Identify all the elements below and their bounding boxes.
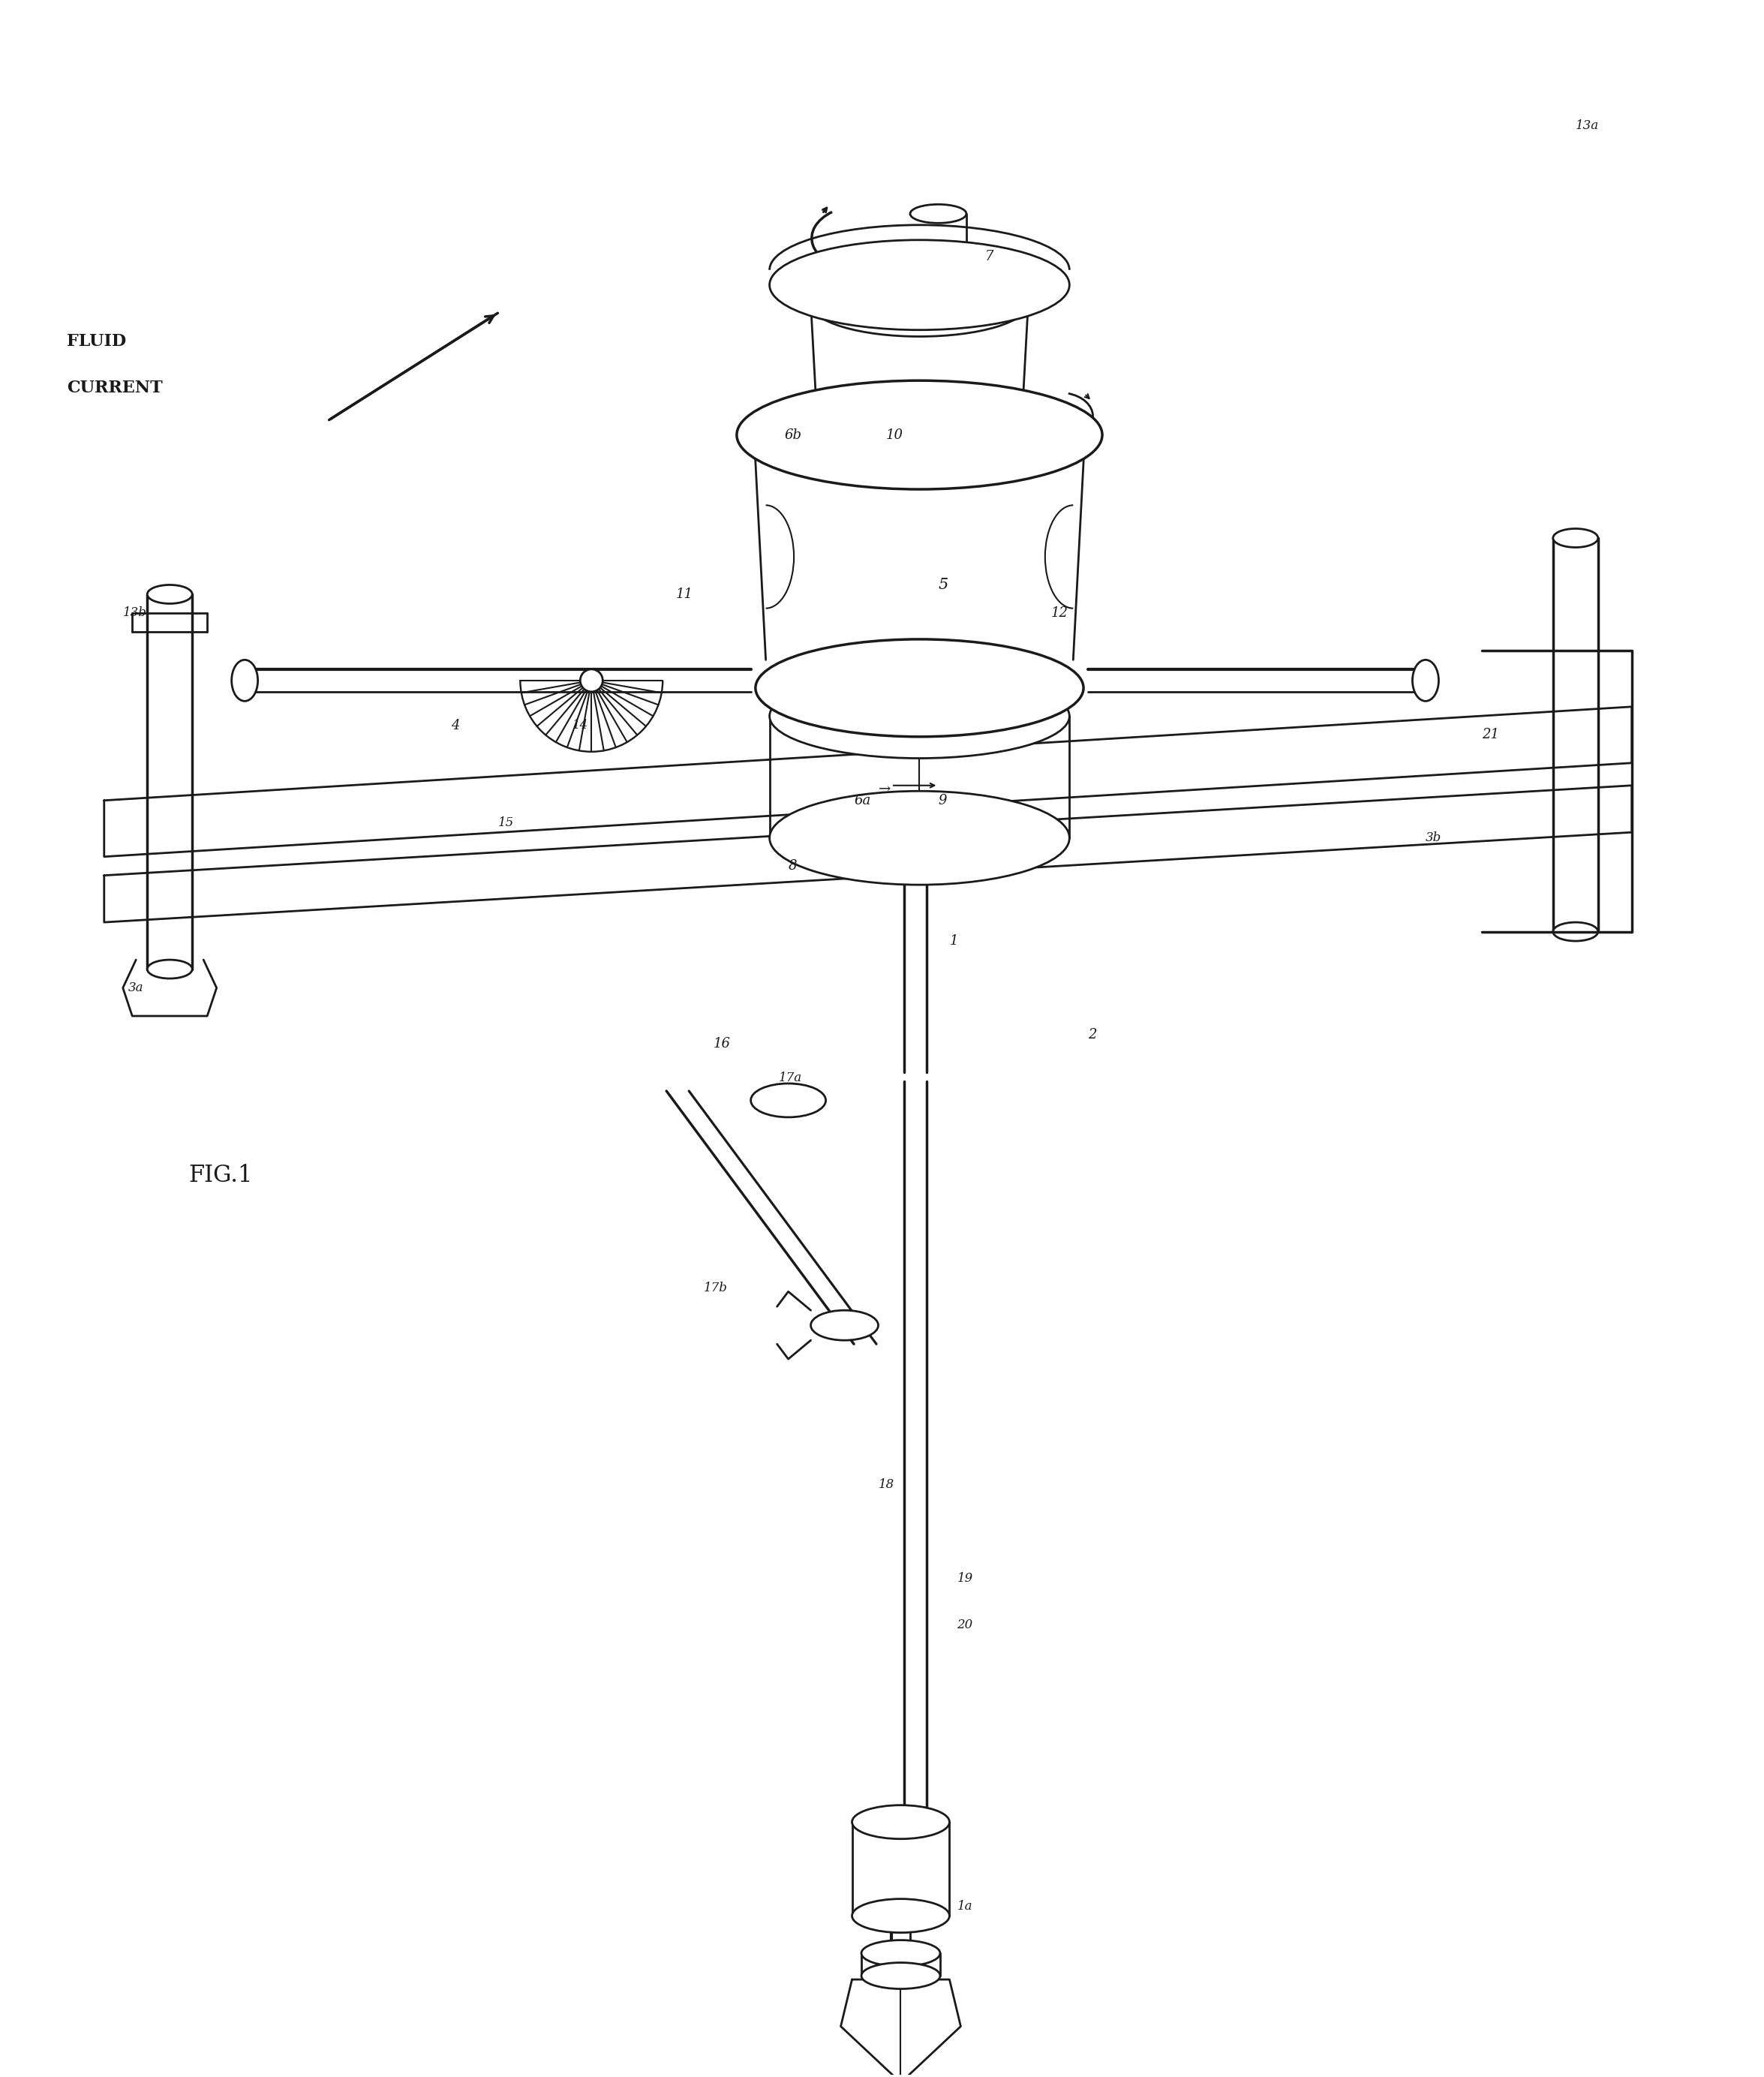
Text: 8: 8 — [789, 860, 797, 872]
Ellipse shape — [811, 1311, 878, 1340]
Text: 1: 1 — [949, 935, 958, 947]
Ellipse shape — [231, 660, 258, 702]
Text: 19: 19 — [958, 1572, 974, 1585]
Ellipse shape — [1552, 922, 1598, 941]
Ellipse shape — [737, 380, 1102, 490]
Ellipse shape — [852, 1898, 949, 1932]
Text: 21: 21 — [1482, 729, 1499, 741]
Text: 7: 7 — [984, 249, 993, 264]
Ellipse shape — [755, 640, 1083, 737]
Text: 2: 2 — [1088, 1028, 1097, 1041]
Text: 13a: 13a — [1575, 118, 1598, 133]
Ellipse shape — [861, 1940, 940, 1967]
Ellipse shape — [811, 270, 1028, 336]
Text: 16: 16 — [713, 1036, 730, 1051]
Ellipse shape — [580, 669, 603, 692]
Ellipse shape — [146, 586, 192, 604]
Text: 1a: 1a — [958, 1900, 972, 1913]
Text: 11: 11 — [676, 588, 693, 600]
Text: →: → — [878, 783, 891, 795]
Text: 9: 9 — [938, 793, 947, 808]
Ellipse shape — [1552, 530, 1598, 548]
Text: CURRENT: CURRENT — [67, 380, 162, 397]
Ellipse shape — [852, 1805, 949, 1838]
Ellipse shape — [769, 241, 1069, 330]
Ellipse shape — [751, 1084, 826, 1117]
Text: 6b: 6b — [785, 428, 803, 442]
Text: 10: 10 — [886, 428, 903, 442]
Text: 3a: 3a — [129, 982, 145, 995]
Ellipse shape — [861, 1963, 940, 1990]
Text: FIG.1: FIG.1 — [189, 1163, 252, 1186]
Text: 17a: 17a — [780, 1072, 803, 1084]
Text: 17b: 17b — [704, 1282, 729, 1294]
Ellipse shape — [769, 673, 1069, 758]
Text: FLUID: FLUID — [67, 332, 125, 349]
Text: 6a: 6a — [854, 793, 871, 808]
Ellipse shape — [1413, 660, 1439, 702]
Text: 15: 15 — [497, 816, 513, 829]
Text: 5: 5 — [938, 577, 949, 592]
Text: 4: 4 — [452, 719, 459, 733]
Ellipse shape — [146, 960, 192, 978]
Ellipse shape — [769, 791, 1069, 885]
Text: 3b: 3b — [1425, 831, 1441, 845]
Text: 12: 12 — [1051, 606, 1067, 619]
Ellipse shape — [910, 204, 967, 222]
Text: 14: 14 — [573, 719, 589, 731]
Text: 18: 18 — [878, 1479, 894, 1491]
Text: 13b: 13b — [123, 606, 146, 619]
Text: 20: 20 — [958, 1618, 974, 1633]
